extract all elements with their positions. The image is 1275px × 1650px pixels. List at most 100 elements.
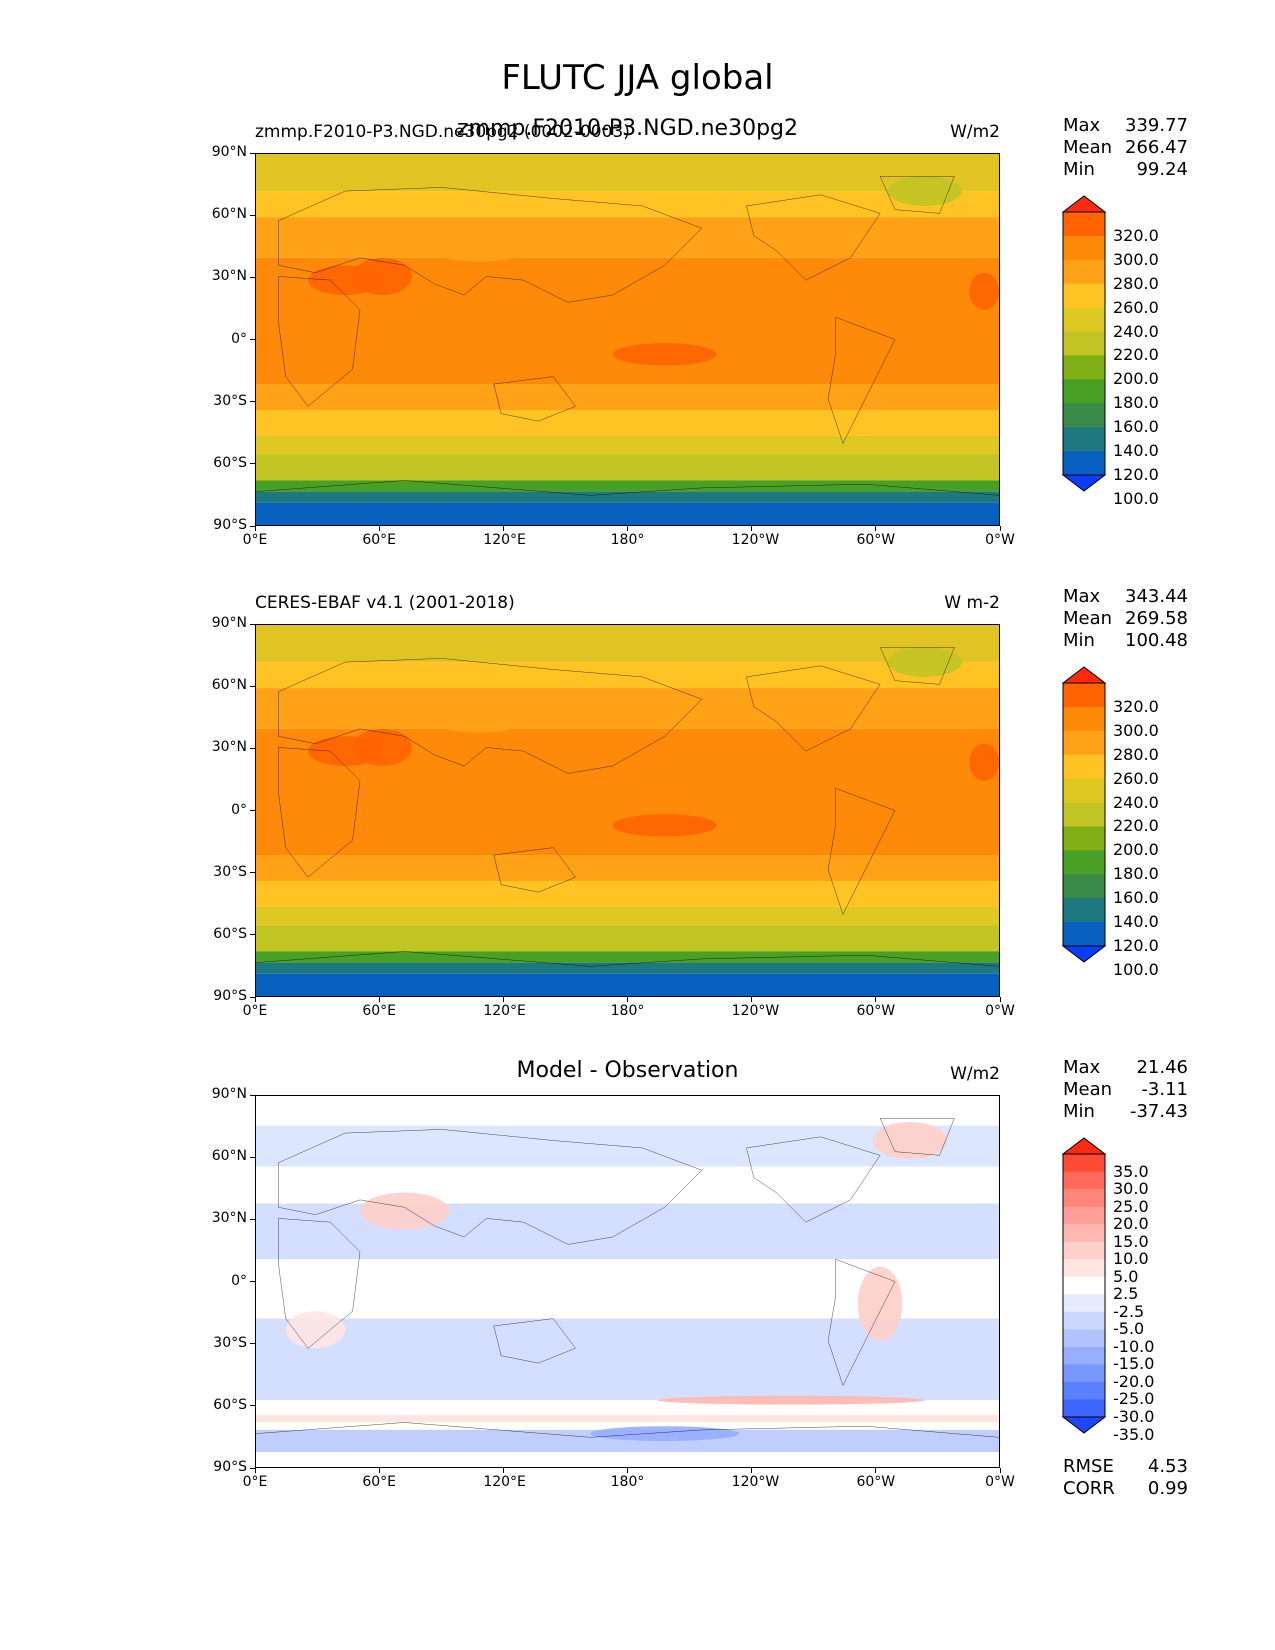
colorbar-segment [1063, 802, 1105, 827]
y-tick-label: 90°N [211, 615, 247, 631]
y-tick-mark [250, 339, 255, 340]
x-tick-label: 120°W [731, 1474, 780, 1490]
colorbar-segment [1063, 826, 1105, 851]
stat-value: 99.24 [1136, 159, 1188, 180]
y-tick-label: 90°N [211, 1086, 247, 1102]
colorbar-segment [1063, 212, 1105, 237]
colorbar-label: 100.0 [1113, 488, 1159, 508]
stat-row: Max 343.44 [1063, 586, 1188, 608]
colorbar-segment [1063, 1364, 1105, 1383]
colorbar-segment [1063, 235, 1105, 261]
field-feature [612, 814, 717, 837]
field-band [256, 502, 999, 525]
stat-value: 21.46 [1136, 1057, 1188, 1078]
field-feature [434, 710, 524, 733]
y-tick-label: 0° [231, 1272, 247, 1289]
x-tick-mark [875, 526, 877, 531]
y-tick-mark [250, 810, 255, 811]
x-tick-label: 120°E [483, 1003, 526, 1019]
coastline [494, 1319, 576, 1364]
colorbar-label: 280.0 [1113, 273, 1159, 293]
panel-title-left: CERES-EBAF v4.1 (2001-2018) [255, 593, 515, 613]
coastline [494, 848, 576, 893]
x-tick-label: 0°W [985, 1003, 1015, 1019]
colorbar-segment [1063, 1346, 1105, 1365]
colorbar-label: 220.0 [1113, 816, 1159, 836]
colorbar-label: 180.0 [1113, 393, 1159, 413]
y-tick-mark [250, 276, 255, 278]
stat-key: Min [1063, 159, 1095, 180]
stat-row: Mean 266.47 [1063, 137, 1188, 159]
field-feature [285, 1311, 346, 1349]
x-tick-mark [627, 1468, 628, 1473]
figure-title: FLUTC JJA global [501, 58, 774, 98]
colorbar-holder [1061, 195, 1107, 496]
y-tick-label: 60°N [211, 1148, 247, 1165]
colorbar-label: 35.0 [1113, 1161, 1149, 1181]
colorbar-label: 5.0 [1113, 1266, 1139, 1286]
y-tick-label: 30°N [211, 268, 247, 285]
stat-row: Min -37.43 [1063, 1101, 1188, 1123]
x-tick-mark [751, 997, 753, 1002]
y-tick-mark [250, 1281, 255, 1282]
coastline [256, 480, 999, 495]
colorbar-label: 300.0 [1113, 720, 1159, 740]
colorbar-label: 260.0 [1113, 768, 1159, 788]
y-tick-mark [250, 685, 255, 687]
colorbar-bottom-extend [1061, 474, 1107, 492]
x-tick-label: 120°E [483, 1474, 526, 1490]
coastline [880, 647, 954, 684]
metric-row: CORR 0.99 [1063, 1478, 1188, 1500]
y-tick-label: 90°S [213, 1459, 247, 1475]
field-band [256, 409, 999, 436]
stat-value: -3.11 [1141, 1079, 1188, 1100]
colorbar-label: -30.0 [1113, 1407, 1155, 1426]
y-tick-mark [250, 152, 255, 154]
colorbar-label: 20.0 [1113, 1214, 1149, 1234]
field-feature [612, 343, 717, 366]
colorbar-segment [1063, 706, 1105, 732]
x-tick-label: 60°E [362, 1474, 396, 1490]
field-feature [872, 1121, 947, 1160]
colorbar-segment [1063, 1381, 1105, 1400]
y-tick-mark [250, 214, 255, 216]
colorbar-segment [1063, 898, 1105, 923]
x-tick-mark [502, 997, 504, 1002]
colorbar-segment [1063, 283, 1105, 309]
coastline [278, 747, 360, 877]
stat-value: 266.47 [1125, 137, 1188, 158]
colorbar-label: -20.0 [1113, 1371, 1155, 1391]
y-tick-label: 30°N [211, 1210, 247, 1227]
x-tick-mark [627, 997, 628, 1002]
map-field [256, 625, 999, 996]
colorbar-segment [1063, 1399, 1105, 1418]
x-tick-mark [254, 1468, 256, 1473]
colorbar-segment [1063, 1311, 1105, 1330]
colorbar-label: 240.0 [1113, 792, 1159, 812]
coastline [278, 658, 702, 773]
colorbar-label: 30.0 [1113, 1179, 1149, 1199]
x-tick-label: 120°W [731, 1003, 780, 1019]
colorbar-segment [1063, 1154, 1105, 1173]
field-band [256, 191, 999, 218]
field-feature [434, 239, 524, 262]
x-tick-label: 180° [610, 1003, 645, 1019]
y-tick-label: 30°S [213, 863, 247, 880]
y-tick-mark [250, 1156, 255, 1158]
panel-title-center: zmmp.F2010-P3.NGD.ne30pg2 [456, 116, 799, 141]
y-tick-label: 90°S [213, 517, 247, 533]
y-tick-mark [250, 1405, 255, 1407]
colorbar [1061, 195, 1107, 492]
map-panel [255, 1095, 1000, 1468]
coastline [880, 176, 954, 213]
colorbar-label: 180.0 [1113, 864, 1159, 884]
coastline [494, 377, 576, 422]
stat-row: Min 99.24 [1063, 159, 1188, 181]
stats-block: Max 21.46 Mean -3.11 Min -37.43 [1063, 1057, 1188, 1123]
panel-title-center: Model - Observation [516, 1058, 739, 1083]
x-tick-label: 180° [610, 1474, 645, 1490]
y-tick-label: 0° [231, 330, 247, 347]
colorbar-segment [1063, 1241, 1105, 1260]
colorbar-label: 120.0 [1113, 465, 1159, 484]
stats-block: Max 339.77 Mean 266.47 Min 99.24 [1063, 115, 1188, 181]
